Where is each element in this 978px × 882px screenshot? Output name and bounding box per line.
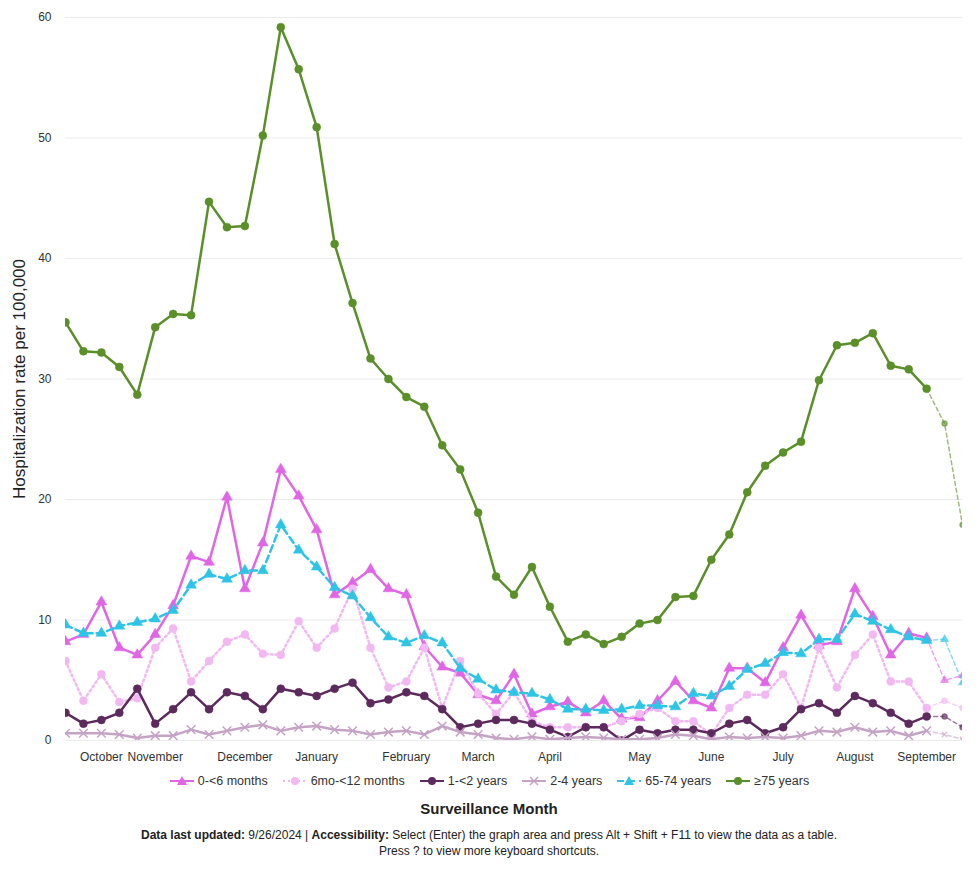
svg-text:40: 40 (38, 251, 52, 265)
html-text:6mo-<12 months: 6mo-<12 months (310, 774, 405, 788)
svg-text:0: 0 (45, 733, 52, 747)
svg-text:Hospitalization rate per 100,0: Hospitalization rate per 100,000 (10, 259, 29, 499)
svg-text:November: November (128, 750, 183, 764)
svg-text:60: 60 (38, 10, 52, 24)
html-text:Press ? to view more keyboard: Press ? to view more keyboard shortcuts. (379, 844, 599, 858)
html-text:2-4 years: 2-4 years (550, 774, 603, 788)
svg-text:January: January (295, 750, 338, 764)
svg-text:March: March (461, 750, 494, 764)
svg-text:February: February (382, 750, 430, 764)
svg-text:September: September (897, 750, 956, 764)
svg-text:April: April (538, 750, 562, 764)
html-text:Surveillance Month: Surveillance Month (420, 800, 558, 817)
html-text:Data last updated: 9/26/2024 |: Data last updated: 9/26/2024 | Accessibi… (141, 828, 837, 842)
svg-text:December: December (217, 750, 272, 764)
svg-text:20: 20 (38, 492, 52, 506)
svg-text:50: 50 (38, 131, 52, 145)
html-text:≥75 years: ≥75 years (754, 774, 810, 788)
svg-text:July: July (772, 750, 793, 764)
html-text:1-<2 years: 1-<2 years (447, 774, 508, 788)
svg-text:30: 30 (38, 372, 52, 386)
svg-text:June: June (698, 750, 724, 764)
html-text:65-74 years: 65-74 years (645, 774, 712, 788)
svg-text:May: May (628, 750, 651, 764)
svg-text:October: October (80, 750, 123, 764)
svg-text:10: 10 (38, 613, 52, 627)
html-text:0-<6 months: 0-<6 months (197, 774, 268, 788)
svg-text:August: August (836, 750, 874, 764)
